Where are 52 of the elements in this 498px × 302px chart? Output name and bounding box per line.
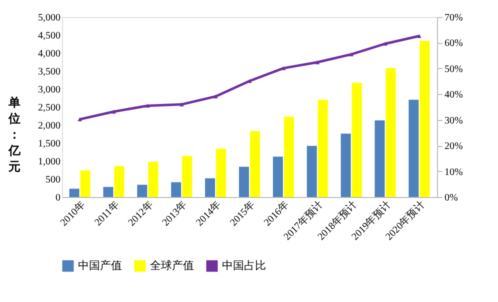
y2-tick-label: 10%	[444, 166, 463, 178]
bar	[148, 162, 158, 197]
bar	[171, 182, 182, 197]
y2-tick-label: 40%	[444, 90, 463, 101]
bar	[69, 188, 80, 197]
bar	[386, 68, 396, 197]
line-series	[78, 34, 422, 122]
y-tick-label: 3,000	[38, 84, 60, 96]
bar	[250, 131, 260, 197]
y2-tick-label: 0%	[444, 192, 458, 204]
y-tick-label: 4,500	[38, 30, 60, 42]
y-tick-label: 1,500	[38, 138, 60, 150]
point	[281, 66, 286, 70]
y-tick-label: 5,000	[38, 12, 60, 24]
y-tick-label: 2,500	[38, 102, 60, 114]
bar	[103, 186, 114, 197]
bar	[374, 120, 385, 197]
y-tick-label: 1,000	[38, 156, 60, 168]
legend-label: 中国占比	[222, 259, 266, 272]
point	[179, 102, 184, 106]
bar	[420, 40, 430, 197]
bar	[216, 148, 226, 197]
bar	[408, 100, 419, 197]
point	[213, 94, 218, 98]
bar	[137, 184, 148, 197]
y-tick-label: 500	[46, 174, 60, 186]
legend-label: 中国产值	[78, 259, 122, 272]
y-tick-label: 4,000	[38, 48, 60, 60]
y-tick-label: 2,000	[38, 120, 60, 132]
bar	[352, 82, 362, 197]
bar	[182, 156, 192, 197]
bar	[205, 178, 216, 197]
bar	[80, 170, 90, 197]
bar	[238, 166, 249, 197]
bar	[272, 156, 283, 197]
bar	[114, 166, 124, 197]
y2-tick-label: 60%	[444, 38, 463, 50]
y-axis-title: 单位：亿元	[8, 96, 22, 174]
y2-tick-label: 20%	[444, 141, 463, 152]
bar	[284, 116, 294, 197]
y2-tick-label: 70%	[444, 12, 463, 24]
point	[78, 117, 82, 122]
legend-label: 全球产值	[150, 259, 194, 272]
bar	[340, 134, 351, 197]
bar	[318, 100, 328, 197]
y2-tick-label: 30%	[444, 115, 463, 126]
point	[112, 110, 116, 114]
y2-tick-label: 50%	[444, 64, 463, 75]
bar	[306, 146, 317, 197]
point	[416, 34, 422, 38]
y-tick-label: 3,500	[38, 66, 60, 78]
y-tick-label: 0	[56, 192, 60, 204]
